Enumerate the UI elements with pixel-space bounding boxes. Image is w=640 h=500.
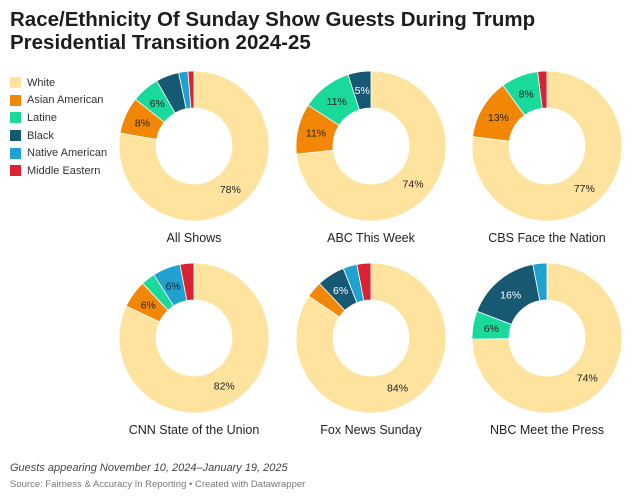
slice-label: 82% — [214, 381, 235, 393]
chart-source: Source: Fairness & Accuracy In Reporting… — [10, 479, 306, 490]
legend-label: Black — [27, 129, 54, 142]
legend-swatch — [10, 165, 21, 177]
slice-label: 6% — [166, 280, 181, 292]
slice-label: 16% — [500, 290, 521, 302]
donut-all-shows: 78% 8%6% All Shows — [118, 70, 270, 245]
donut-abc-this-week: 74% 11% 11% 5% ABC This Week — [295, 70, 447, 245]
donut-cnn-state-of-the-union: 82% 6% 6% CNN State of the Union — [118, 262, 270, 437]
slice-label: 8% — [135, 118, 150, 130]
slice-label: 84% — [387, 383, 408, 395]
slice-label: 78% — [220, 184, 241, 196]
slice-white — [471, 262, 623, 414]
slice-label: 11% — [327, 96, 347, 108]
donut-cbs-face-the-nation: 77% 13% 8% CBS Face the Nation — [471, 70, 623, 245]
legend-label: Native American — [27, 147, 108, 160]
slice-middle-eastern — [187, 70, 195, 109]
slice-label: 6% — [484, 323, 499, 335]
slice-white — [118, 70, 270, 222]
legend-label: Latine — [27, 111, 57, 124]
slice-black — [347, 70, 372, 111]
legend-swatch — [10, 94, 21, 106]
slice-white — [471, 70, 623, 222]
legend-item-white: White — [10, 74, 107, 92]
legend-label: Asian American — [27, 94, 104, 107]
slice-label: 8% — [519, 88, 534, 100]
donut-title: CBS Face the Nation — [488, 231, 605, 245]
legend-item-middle-eastern: Middle Eastern — [10, 162, 107, 180]
slice-white — [295, 70, 447, 222]
chart-title: Race/Ethnicity Of Sunday Show Guests Dur… — [10, 8, 536, 54]
donut-title: ABC This Week — [327, 231, 416, 245]
legend-swatch — [10, 130, 21, 142]
donut-title: CNN State of the Union — [129, 423, 260, 437]
slice-label: 74% — [403, 179, 424, 191]
legend-item-latine: Latine — [10, 109, 107, 127]
slice-label: 11% — [306, 128, 326, 140]
legend-label: White — [27, 76, 56, 89]
slice-label: 77% — [574, 183, 595, 195]
legend-item-asian-american: Asian American — [10, 92, 107, 110]
chart-note: Guests appearing November 10, 2024–Janua… — [10, 462, 288, 474]
donut-title: All Shows — [167, 231, 222, 245]
slice-label: 74% — [577, 372, 598, 384]
donut-title: Fox News Sunday — [320, 423, 422, 437]
legend-swatch — [10, 77, 21, 89]
legend-label: Middle Eastern — [27, 164, 101, 177]
slice-label: 13% — [488, 112, 509, 124]
legend: White Asian American Latine Black Native Ame… — [10, 74, 107, 180]
legend-swatch — [10, 112, 21, 124]
donut-fox-news-sunday: 84% 6% Fox News Sunday — [295, 262, 447, 437]
donut-nbc-meet-the-press: 74% 6% 16% NBC Meet the Press — [471, 262, 623, 437]
slice-label: 6% — [333, 285, 348, 297]
slice-label: 5% — [355, 85, 370, 97]
legend-swatch — [10, 147, 21, 159]
slice-middle-eastern — [537, 70, 548, 109]
legend-item-native-american: Native American — [10, 144, 107, 162]
slice-white — [118, 262, 270, 414]
slice-middle-eastern — [356, 262, 372, 302]
slice-label: 6% — [150, 98, 165, 110]
slice-white — [295, 262, 447, 414]
slice-middle-eastern — [179, 262, 195, 302]
slice-native-american — [532, 262, 548, 302]
legend-item-black: Black — [10, 127, 107, 145]
donut-title: NBC Meet the Press — [490, 423, 604, 437]
slice-label: 6% — [141, 300, 156, 312]
